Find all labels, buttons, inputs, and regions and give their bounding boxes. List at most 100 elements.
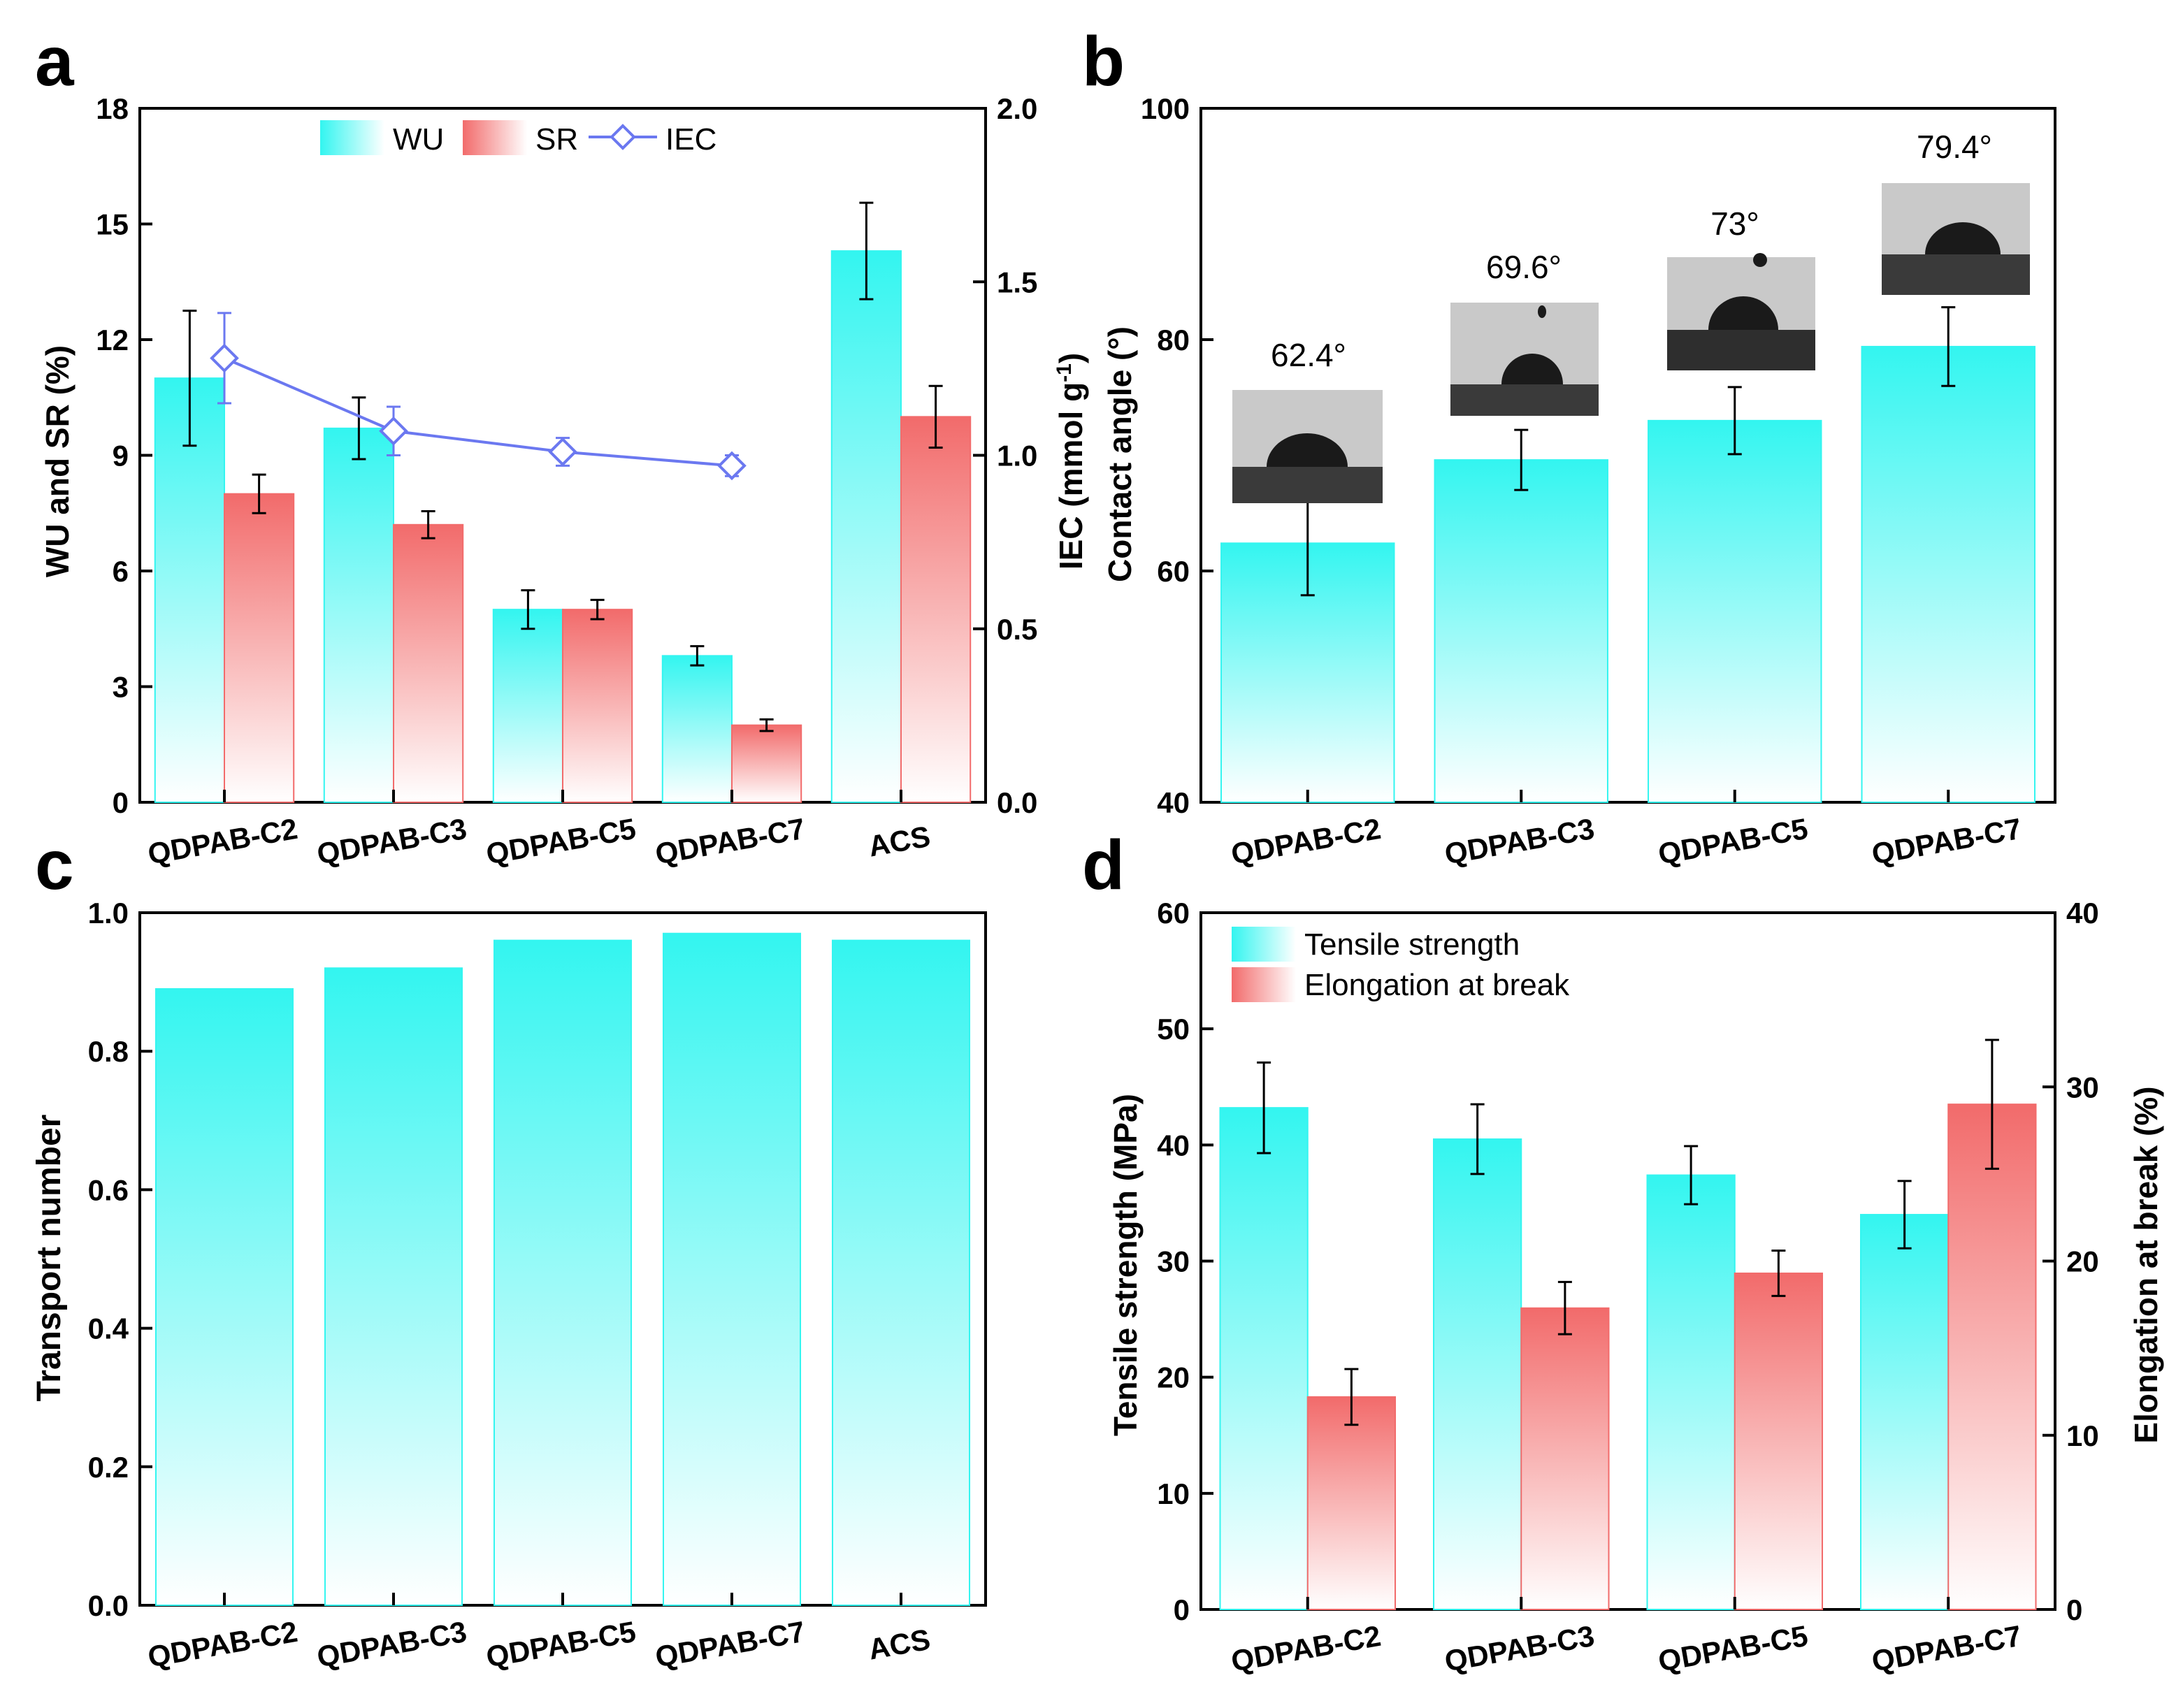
- bar-tensile-strength: [1859, 1214, 1950, 1610]
- legend-label-sr: SR: [535, 122, 578, 157]
- bar-transport-number: [662, 932, 802, 1606]
- bar-elongation-at-break: [1947, 1103, 2037, 1611]
- legend-label-tensile: Tensile strength: [1304, 927, 1520, 962]
- bar-transport-number: [154, 988, 294, 1606]
- x-tick-label: QDPAB-C3: [1442, 812, 1597, 871]
- panel-b: b 40 60 80 100 QDPAB-C2 QDPAB-C3 QDPAB-C5 QDPAB…: [1082, 22, 2056, 871]
- y-tick-label: 0.4: [88, 1312, 129, 1345]
- iec-point: [717, 451, 747, 481]
- iec-point: [379, 416, 408, 446]
- bar-elongation-at-break: [1306, 1396, 1397, 1611]
- panel-c: c 0.0 0.2 0.4 0.6 0.8 1.0 QDPAB-C2 QDPAB-C3 QDPA…: [31, 826, 987, 1674]
- x-tick-label: ACS: [866, 1623, 933, 1666]
- y-tick-label: 0.8: [88, 1035, 129, 1068]
- y-tick-label: 0.2: [88, 1451, 129, 1484]
- legend-swatch-sr: [463, 120, 527, 155]
- bar-contact-angle: [1434, 459, 1608, 803]
- panel-d: d 0 10 20 30 40 50 60 0 10 20 30 40 QDPAB-C2 QDPAB-C3…: [1082, 826, 2164, 1678]
- y-tick-label: 9: [113, 440, 129, 472]
- panel-letter-a: a: [35, 22, 75, 101]
- droplet-image-c5: [1667, 253, 1815, 370]
- panel-b-ylabel: Contact angle (°): [1102, 326, 1138, 582]
- y-tick-label: 20: [1157, 1361, 1190, 1394]
- legend-label-wu: WU: [393, 122, 444, 157]
- bar-wu: [661, 655, 733, 803]
- legend-marker-iec: [610, 124, 636, 150]
- x-tick-label: QDPAB-C5: [484, 1615, 638, 1674]
- y-tick-label: 18: [96, 92, 129, 125]
- legend-swatch-elongation: [1232, 967, 1296, 1002]
- y-tick-label: 0.6: [88, 1173, 129, 1206]
- x-tick-label: QDPAB-C2: [145, 1615, 300, 1674]
- bar-transport-number: [831, 939, 971, 1606]
- iec-line: [224, 356, 733, 468]
- bar-elongation-at-break: [1520, 1307, 1610, 1610]
- bar-transport-number: [493, 939, 633, 1606]
- angle-label-c7: 79.4°: [1917, 129, 1992, 165]
- bar-sr: [393, 523, 464, 803]
- legend-label-elongation: Elongation at break: [1304, 968, 1570, 1002]
- y-tick-label: 0: [1174, 1593, 1190, 1626]
- angle-label-c3: 69.6°: [1486, 249, 1562, 285]
- y2-tick-label: 1.0: [997, 440, 1037, 472]
- x-tick-label: QDPAB-C3: [315, 812, 469, 871]
- plot-frame: [1199, 107, 2056, 804]
- bar-sr: [224, 493, 295, 804]
- y2-tick-label: 10: [2066, 1419, 2099, 1452]
- bar-wu: [492, 609, 564, 804]
- bar-sr: [900, 416, 972, 803]
- bar-wu: [154, 377, 225, 803]
- x-tick-label: QDPAB-C2: [1229, 1619, 1383, 1678]
- panel-letter-b: b: [1082, 22, 1125, 101]
- x-tick-label: QDPAB-C2: [145, 812, 300, 871]
- y-tick-label: 10: [1157, 1477, 1190, 1510]
- y2-tick-label: 0: [2066, 1593, 2082, 1626]
- y-tick-label: 40: [1157, 786, 1190, 819]
- x-tick-label: QDPAB-C7: [1869, 1619, 2024, 1678]
- panel-a-legend: WU SR IEC: [320, 120, 716, 157]
- y-tick-label: 40: [1157, 1129, 1190, 1161]
- y-tick-label: 6: [113, 555, 129, 588]
- x-tick-label: QDPAB-C3: [1442, 1619, 1597, 1678]
- x-tick-label: QDPAB-C3: [315, 1615, 469, 1674]
- x-tick-label: QDPAB-C7: [653, 1615, 807, 1674]
- droplet-image-c3: [1450, 303, 1599, 416]
- bar-sr: [731, 724, 802, 803]
- y2-tick-label: 30: [2066, 1071, 2099, 1103]
- x-tick-label: ACS: [866, 820, 933, 863]
- panel-a: a 0 3 6 9 12 15 18 0.0 0.5 1.0 1.5 2.0 QDPAB-C2 QDPAB…: [35, 22, 1089, 871]
- bar-tensile-strength: [1646, 1174, 1736, 1610]
- bar-transport-number: [324, 967, 463, 1606]
- bar-contact-angle: [1648, 419, 1822, 803]
- panel-d-legend: Tensile strength Elongation at break: [1232, 927, 1570, 1002]
- y2-tick-label: 40: [2066, 897, 2099, 929]
- angle-label-c5: 73°: [1710, 205, 1759, 242]
- x-tick-label: QDPAB-C5: [484, 812, 638, 871]
- y2-tick-label: 2.0: [997, 92, 1037, 125]
- y-tick-label: 60: [1157, 897, 1190, 929]
- droplet-image-c7: [1882, 183, 2030, 295]
- y-tick-label: 3: [113, 671, 129, 704]
- y-tick-label: 60: [1157, 555, 1190, 588]
- panel-a-ylabel: WU and SR (%): [39, 345, 75, 577]
- y-tick-label: 100: [1141, 92, 1190, 125]
- panel-c-ylabel: Transport number: [31, 1115, 68, 1402]
- angle-label-c2: 62.4°: [1271, 337, 1346, 373]
- y-tick-label: 15: [96, 208, 129, 241]
- bar-contact-angle: [1861, 345, 2036, 803]
- y-tick-label: 12: [96, 324, 129, 356]
- y2-tick-label: 20: [2066, 1245, 2099, 1278]
- legend-swatch-wu: [320, 120, 384, 155]
- y-tick-label: 0.0: [88, 1589, 129, 1622]
- y2-tick-label: 1.5: [997, 266, 1037, 298]
- x-tick-label: QDPAB-C7: [1869, 812, 2024, 871]
- panel-a-y2label: IEC (mmol g-1): [1053, 353, 1090, 570]
- x-tick-label: QDPAB-C5: [1656, 1619, 1810, 1678]
- iec-point: [210, 343, 239, 373]
- panel-d-ylabel: Tensile strength (MPa): [1107, 1094, 1144, 1436]
- y-tick-label: 50: [1157, 1013, 1190, 1045]
- y-tick-label: 1.0: [88, 897, 129, 929]
- legend-swatch-tensile: [1232, 927, 1296, 962]
- panel-letter-d: d: [1082, 826, 1125, 904]
- x-tick-label: QDPAB-C7: [653, 812, 807, 871]
